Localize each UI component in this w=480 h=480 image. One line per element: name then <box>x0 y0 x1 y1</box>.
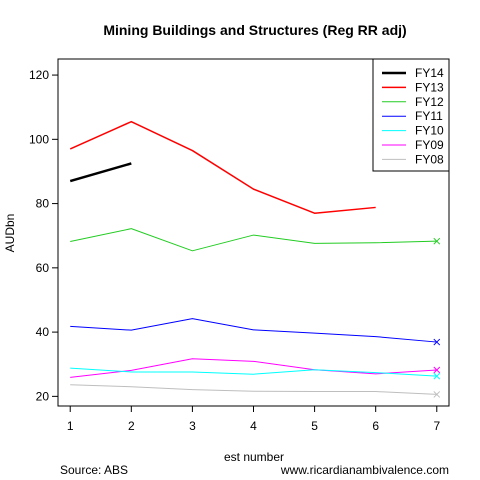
legend-label-fy14: FY14 <box>415 66 444 80</box>
legend-label-fy10: FY10 <box>415 124 444 138</box>
x-axis: 1 2 3 4 5 6 7 <box>67 406 440 433</box>
y-axis: 20 40 60 80 100 120 <box>29 68 58 403</box>
x-axis-label: est number <box>224 450 284 464</box>
legend-label-fy08: FY08 <box>415 152 444 166</box>
end-marker-fy09 <box>433 366 441 374</box>
x-tick-label: 1 <box>67 419 74 433</box>
y-tick-label: 40 <box>36 325 50 339</box>
series-layer <box>69 120 441 398</box>
x-tick-label: 5 <box>311 419 318 433</box>
source-note: Source: ABS <box>60 463 128 477</box>
series-line-fy08 <box>70 384 437 395</box>
legend-label-fy09: FY09 <box>415 138 444 152</box>
series-line-fy11 <box>70 318 437 343</box>
end-marker-fy11 <box>433 338 441 346</box>
end-marker-fy08 <box>433 391 441 398</box>
x-tick-label: 7 <box>433 419 440 433</box>
y-tick-label: 120 <box>29 68 49 82</box>
end-marker-fy12 <box>433 237 441 245</box>
y-tick-label: 80 <box>36 197 50 211</box>
legend-label-fy12: FY12 <box>415 95 444 109</box>
x-tick-label: 3 <box>189 419 196 433</box>
legend-box <box>372 58 450 172</box>
series-line-fy13 <box>69 120 376 214</box>
x-tick-label: 6 <box>372 419 379 433</box>
series-line-fy10 <box>70 367 437 377</box>
y-axis-label: AUDbn <box>3 214 17 253</box>
series-line-fy12 <box>70 228 437 252</box>
website-note: www.ricardianambivalence.com <box>280 463 449 477</box>
end-marker-fy10 <box>433 372 441 380</box>
y-tick-label: 20 <box>36 389 50 403</box>
legend-label-fy11: FY11 <box>415 109 443 123</box>
x-tick-label: 4 <box>250 419 257 433</box>
x-tick-label: 2 <box>128 419 135 433</box>
chart-title: Mining Buildings and Structures (Reg RR … <box>103 22 406 38</box>
series-line-fy09 <box>70 358 437 378</box>
series-line-fy14 <box>69 162 132 183</box>
legend-label-fy13: FY13 <box>415 80 444 94</box>
y-tick-label: 100 <box>29 132 49 146</box>
y-tick-label: 60 <box>36 261 50 275</box>
